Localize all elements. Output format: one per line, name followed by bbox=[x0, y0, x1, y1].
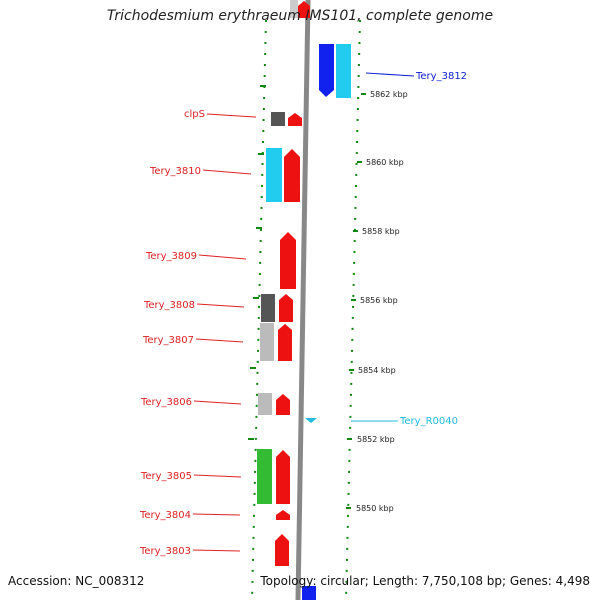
tick-label-5856: 5856 kbp bbox=[360, 296, 398, 305]
genome-backbone bbox=[295, 0, 311, 600]
label-tery-3803[interactable]: Tery_3803 bbox=[139, 546, 191, 557]
right-labels: Tery_3812 Tery_R0040 bbox=[351, 71, 467, 427]
feature-tery-3808-gray[interactable] bbox=[261, 294, 275, 322]
gene-tery-3808[interactable] bbox=[279, 294, 293, 322]
feature-tery-3810-cyan[interactable] bbox=[266, 148, 282, 202]
label-tery-3812[interactable]: Tery_3812 bbox=[415, 71, 467, 82]
label-tery-3805[interactable]: Tery_3805 bbox=[140, 471, 192, 482]
top-feature-red bbox=[298, 1, 310, 18]
genome-summary-text: Topology: circular; Length: 7,750,108 bp… bbox=[260, 574, 590, 588]
tick-label-5858: 5858 kbp bbox=[362, 227, 400, 236]
gene-tery-r0040[interactable] bbox=[305, 418, 317, 423]
gene-clps[interactable] bbox=[288, 113, 302, 126]
label-tery-3806[interactable]: Tery_3806 bbox=[140, 397, 192, 408]
tick-label-5852: 5852 kbp bbox=[357, 435, 395, 444]
left-dashes bbox=[248, 85, 266, 440]
label-tery-3807[interactable]: Tery_3807 bbox=[142, 335, 194, 346]
gene-tery-3805[interactable] bbox=[276, 450, 290, 504]
label-tery-3809[interactable]: Tery_3809 bbox=[145, 251, 197, 262]
left-labels: clpS Tery_3810 Tery_3809 Tery_3808 Tery_… bbox=[139, 109, 257, 557]
feature-tery-3812-cyan[interactable] bbox=[336, 44, 351, 98]
gene-tery-3803[interactable] bbox=[275, 534, 289, 566]
tick-label-5862: 5862 kbp bbox=[370, 90, 408, 99]
bottom-feature-blue bbox=[302, 586, 316, 600]
top-feature-gray bbox=[290, 0, 298, 18]
gene-tery-3812[interactable] bbox=[319, 44, 334, 97]
label-tery-3810[interactable]: Tery_3810 bbox=[149, 166, 201, 177]
feature-tery-3806-gray[interactable] bbox=[258, 393, 272, 415]
gene-tery-3807[interactable] bbox=[278, 324, 292, 361]
kbp-ticks: 5862 kbp 5860 kbp 5858 kbp 5856 kbp 5854… bbox=[346, 90, 408, 513]
tick-label-5854: 5854 kbp bbox=[358, 366, 396, 375]
accession-text: Accession: NC_008312 bbox=[8, 574, 145, 588]
gene-tery-3804[interactable] bbox=[276, 510, 290, 520]
feature-tery-3805-green[interactable] bbox=[257, 449, 272, 504]
tick-label-5860: 5860 kbp bbox=[366, 158, 404, 167]
feature-tery-3807-gray[interactable] bbox=[260, 323, 274, 361]
label-clps[interactable]: clpS bbox=[184, 109, 205, 120]
gene-tery-3806[interactable] bbox=[276, 394, 290, 415]
label-tery-3804[interactable]: Tery_3804 bbox=[139, 510, 191, 521]
gene-tery-3809[interactable] bbox=[280, 232, 296, 289]
label-tery-3808[interactable]: Tery_3808 bbox=[143, 300, 195, 311]
gene-tery-3810[interactable] bbox=[284, 149, 300, 202]
label-tery-r0040[interactable]: Tery_R0040 bbox=[399, 416, 458, 427]
tick-label-5850: 5850 kbp bbox=[356, 504, 394, 513]
page-title: Trichodesmium erythraeum IMS101, complet… bbox=[106, 8, 494, 24]
feature-clps-gray[interactable] bbox=[271, 112, 285, 126]
